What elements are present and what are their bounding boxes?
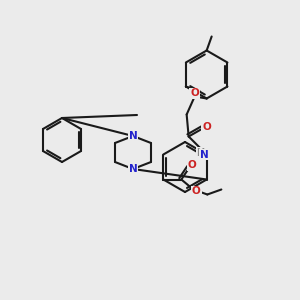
Text: H: H [196, 148, 205, 158]
Text: N: N [129, 131, 137, 141]
Text: N: N [129, 164, 137, 174]
Text: O: O [192, 187, 201, 196]
Text: O: O [202, 122, 211, 133]
Text: O: O [190, 88, 199, 98]
Text: N: N [200, 149, 209, 160]
Text: O: O [188, 160, 197, 170]
